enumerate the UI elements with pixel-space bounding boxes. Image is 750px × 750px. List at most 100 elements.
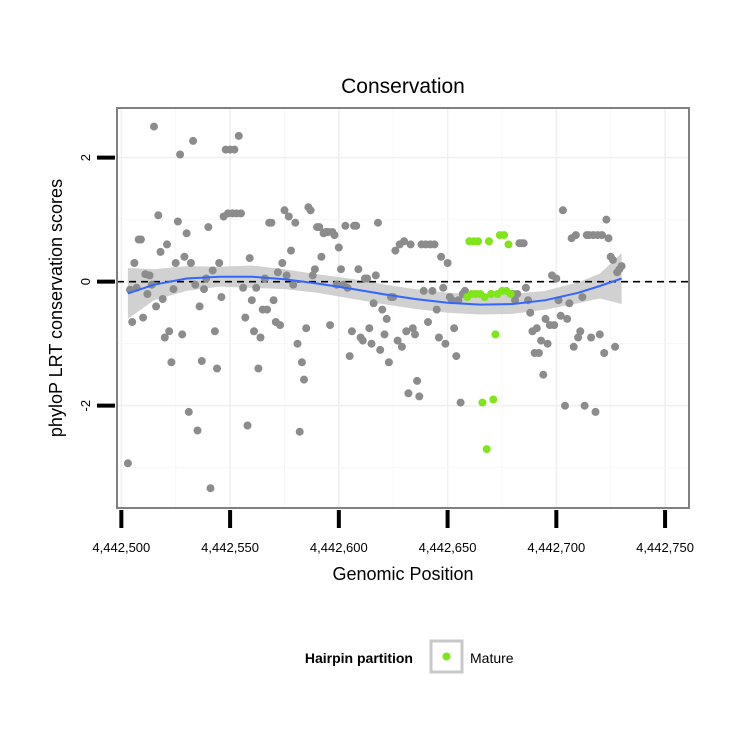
other-point xyxy=(169,285,178,294)
other-point xyxy=(400,237,409,246)
other-point xyxy=(341,221,350,230)
panel-border xyxy=(116,107,690,509)
other-point xyxy=(534,349,543,357)
other-point xyxy=(200,285,208,294)
other-point xyxy=(239,283,248,292)
other-point xyxy=(541,314,550,323)
other-point xyxy=(163,240,171,249)
other-point xyxy=(539,370,548,379)
y-axis-title: phyloP LRT conservation scores xyxy=(46,179,66,437)
other-point xyxy=(215,259,224,267)
other-point xyxy=(273,268,282,277)
other-point xyxy=(184,407,193,416)
other-point xyxy=(408,324,417,333)
mature-point xyxy=(489,395,498,404)
other-point xyxy=(178,330,187,339)
other-point xyxy=(558,206,567,215)
other-point xyxy=(434,333,443,342)
other-point xyxy=(250,327,258,336)
other-point xyxy=(365,324,374,333)
mature-point xyxy=(504,240,513,249)
other-point xyxy=(384,358,393,367)
other-point xyxy=(574,333,583,342)
other-point xyxy=(176,150,185,159)
other-point xyxy=(430,240,439,249)
other-point xyxy=(204,223,213,232)
other-point xyxy=(139,313,148,322)
other-point xyxy=(295,427,304,436)
other-point xyxy=(382,314,391,323)
other-point xyxy=(521,283,530,292)
other-point xyxy=(432,305,441,314)
other-point xyxy=(237,209,245,218)
other-point xyxy=(193,426,202,435)
x-tick-label: 4,442,550 xyxy=(201,540,259,555)
other-point xyxy=(160,333,169,342)
smooth-curve xyxy=(127,275,622,306)
other-point xyxy=(563,314,572,323)
other-point xyxy=(441,339,450,348)
other-point xyxy=(213,364,221,373)
other-point xyxy=(550,321,559,330)
other-point xyxy=(276,321,285,330)
other-point xyxy=(128,318,137,326)
other-point xyxy=(595,330,604,339)
other-point xyxy=(604,234,613,243)
other-point xyxy=(282,271,291,280)
other-point xyxy=(145,271,154,280)
other-point xyxy=(245,254,254,263)
loess-line xyxy=(127,275,622,306)
other-point xyxy=(208,266,217,275)
other-point xyxy=(263,305,272,314)
other-point xyxy=(158,295,167,303)
other-point xyxy=(611,342,620,351)
other-point xyxy=(556,311,565,320)
other-point xyxy=(269,296,278,305)
other-point xyxy=(456,398,465,407)
other-point xyxy=(565,299,574,308)
mature-point xyxy=(484,237,493,246)
y-tick-label: 0 xyxy=(78,278,93,285)
other-point xyxy=(189,136,198,145)
other-point xyxy=(587,333,596,342)
other-point xyxy=(150,122,158,131)
other-point xyxy=(347,327,356,336)
other-point xyxy=(402,327,411,336)
other-point xyxy=(428,286,437,295)
other-point xyxy=(571,231,580,240)
other-point xyxy=(234,131,243,140)
other-point xyxy=(391,246,400,255)
other-point xyxy=(143,290,152,298)
other-point xyxy=(130,259,139,267)
other-point xyxy=(310,265,319,274)
other-point xyxy=(526,308,535,317)
confidence-band xyxy=(127,253,622,319)
other-point xyxy=(419,286,428,295)
other-point xyxy=(256,333,265,342)
other-point xyxy=(156,247,165,256)
other-point xyxy=(450,324,459,333)
other-point xyxy=(186,259,195,267)
other-point xyxy=(284,212,293,221)
legend-key-mature-dot xyxy=(442,652,451,661)
other-point xyxy=(173,217,182,226)
other-point xyxy=(330,231,339,240)
mature-point xyxy=(506,290,515,298)
other-point xyxy=(437,252,446,261)
other-point xyxy=(367,339,376,348)
x-axis-title: Genomic Position xyxy=(332,564,473,584)
other-point xyxy=(287,246,295,255)
other-point xyxy=(171,259,180,267)
other-point xyxy=(537,336,546,345)
other-point xyxy=(252,283,261,292)
other-point xyxy=(230,145,239,154)
y-tick-label: 2 xyxy=(78,154,93,161)
other-point xyxy=(289,280,298,289)
other-point xyxy=(374,218,382,227)
other-point xyxy=(415,392,424,401)
x-tick-label: 4,442,750 xyxy=(636,540,694,555)
other-point xyxy=(617,262,626,271)
other-point xyxy=(297,358,306,367)
other-point xyxy=(345,352,354,361)
other-point xyxy=(191,280,200,289)
